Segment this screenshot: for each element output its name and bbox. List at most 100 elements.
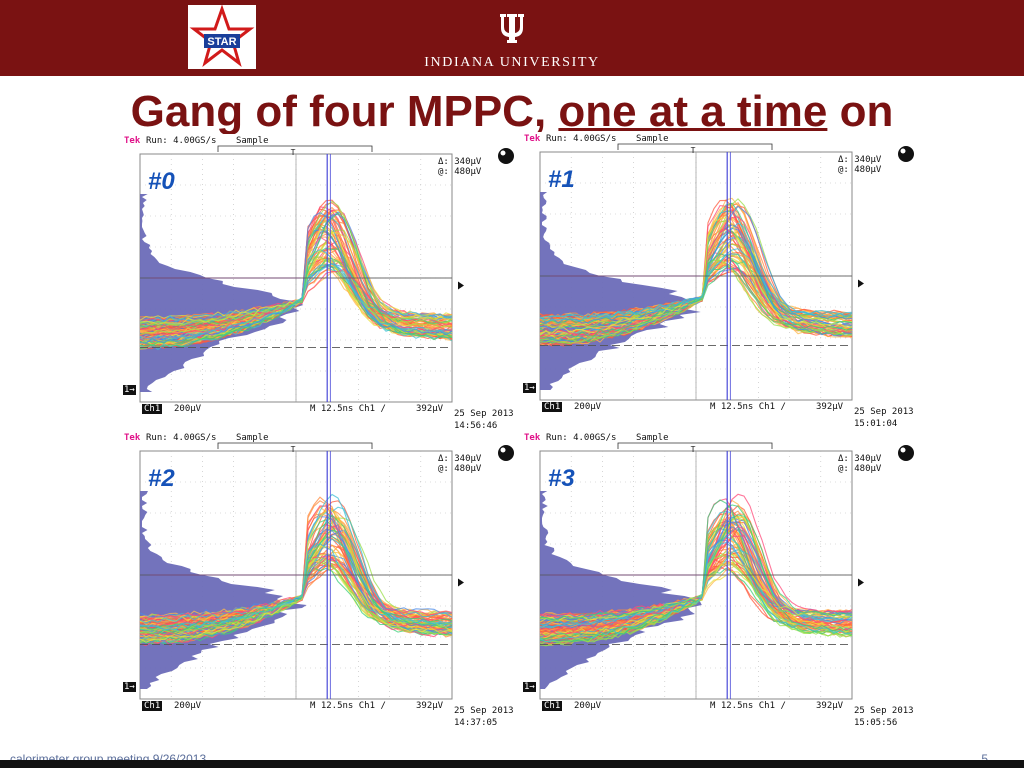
trigger-pointer-icon xyxy=(896,144,916,164)
panel-label: #2 xyxy=(148,465,175,492)
cursor-at: @: 480μV xyxy=(838,165,882,175)
scope-mode: Sample xyxy=(236,136,269,146)
cursor-delta: Δ: 340μV xyxy=(838,454,882,464)
waveform-trace xyxy=(139,543,453,631)
header-band: STAR INDIANA UNIVERSITY xyxy=(0,0,1024,76)
capture-date: 25 Sep 2013 xyxy=(854,706,914,716)
ground-marker: 1→ xyxy=(123,682,136,692)
waveform-trace xyxy=(139,248,453,323)
trigger-pointer-icon xyxy=(496,443,516,463)
panel-label: #1 xyxy=(548,166,575,193)
star-logo-text: STAR xyxy=(207,36,236,48)
record-bracket xyxy=(217,442,373,449)
waveform-trace xyxy=(539,253,853,341)
cursor-readout: Δ: 340μV @: 480μV xyxy=(438,157,481,177)
waveform-trace xyxy=(139,263,453,341)
trigger-level: 392μV xyxy=(816,701,844,711)
record-bracket xyxy=(617,442,773,449)
capture-date: 25 Sep 2013 xyxy=(454,409,514,419)
scope-footer: Ch1 200μV M 12.5ns Ch1 ∕ 392μV 25 Sep 20… xyxy=(122,401,524,431)
waveform-trace xyxy=(539,541,853,643)
capture-date: 25 Sep 2013 xyxy=(454,706,514,716)
ground-marker: 1→ xyxy=(523,383,536,393)
panel-label: #0 xyxy=(148,168,175,195)
cursor-delta: Δ: 340μV xyxy=(438,157,482,167)
scope-run-rate: Run: 4.00GS/s xyxy=(146,433,217,443)
scope-mode: Sample xyxy=(636,433,669,443)
waveform-trace xyxy=(139,231,453,325)
channel-badge: Ch1 xyxy=(142,404,163,414)
trigger-pointer-icon xyxy=(896,443,916,463)
cursor-at: @: 480μV xyxy=(438,464,482,474)
scope-run-rate: Run: 4.00GS/s xyxy=(546,433,617,443)
star-logo: STAR xyxy=(188,5,256,69)
vertical-scale: 200μV xyxy=(174,404,202,414)
scope-run-rate: Run: 4.00GS/s xyxy=(146,136,217,146)
scope-panel-3: Tek Run: 4.00GS/s Sample T #3 Δ: 340μV @… xyxy=(522,431,924,729)
scope-panel-2: Tek Run: 4.00GS/s Sample T #2 Δ: 340μV @… xyxy=(122,431,524,729)
timebase: M 12.5ns Ch1 ∕ xyxy=(710,701,786,711)
waveform-trace xyxy=(139,510,453,643)
title-part3: on xyxy=(827,87,894,136)
scope-run-rate: Run: 4.00GS/s xyxy=(546,134,617,144)
vertical-scale: 200μV xyxy=(174,701,202,711)
waveform-trace xyxy=(539,555,853,622)
vertical-scale: 200μV xyxy=(574,402,602,412)
waveform-display: T xyxy=(539,442,864,700)
waveform-trace xyxy=(539,248,853,320)
cursor-readout: Δ: 340μV @: 480μV xyxy=(838,454,881,474)
ground-marker: 1→ xyxy=(523,682,536,692)
cursor-delta: Δ: 340μV xyxy=(438,454,482,464)
page-number: 5 xyxy=(981,752,988,766)
university-name: INDIANA UNIVERSITY xyxy=(424,55,600,70)
trigger-position-marker: T xyxy=(691,146,696,155)
waveform-trace xyxy=(139,212,453,350)
record-bracket xyxy=(217,145,373,152)
channel-badge: Ch1 xyxy=(142,701,163,711)
capture-date: 25 Sep 2013 xyxy=(854,407,914,417)
timebase: M 12.5ns Ch1 ∕ xyxy=(310,701,386,711)
timebase: M 12.5ns Ch1 ∕ xyxy=(710,402,786,412)
trigger-position-marker: T xyxy=(291,445,296,454)
waveform-trace xyxy=(139,536,453,630)
scope-footer: Ch1 200μV M 12.5ns Ch1 ∕ 392μV 25 Sep 20… xyxy=(122,698,524,728)
waveform-display: T xyxy=(139,145,464,403)
scope-panel-0: Tek Run: 4.00GS/s Sample T #0 Δ: 340μV @… xyxy=(122,134,524,432)
cursor-readout: Δ: 340μV @: 480μV xyxy=(838,155,881,175)
scope-brand: Tek xyxy=(124,136,141,146)
trigger-arrow-icon xyxy=(458,578,464,587)
cursor-at: @: 480μV xyxy=(838,464,882,474)
scope-mode: Sample xyxy=(236,433,269,443)
scope-panel-1: Tek Run: 4.00GS/s Sample T #1 Δ: 340μV @… xyxy=(522,132,924,430)
trigger-arrow-icon xyxy=(458,281,464,290)
capture-time: 15:05:56 xyxy=(854,718,898,728)
bottom-strip xyxy=(0,760,1024,768)
capture-time: 15:01:04 xyxy=(854,419,898,429)
channel-badge: Ch1 xyxy=(542,701,563,711)
trigger-arrow-icon xyxy=(858,279,864,288)
ground-marker: 1→ xyxy=(123,385,136,395)
slide-title: Gang of four MPPC, one at a time on xyxy=(0,86,1024,138)
star-logo-icon: STAR xyxy=(189,5,255,67)
panel-label: #3 xyxy=(548,465,575,492)
trigger-position-marker: T xyxy=(291,148,296,157)
waveform-trace xyxy=(139,556,453,634)
scope-footer: Ch1 200μV M 12.5ns Ch1 ∕ 392μV 25 Sep 20… xyxy=(522,698,924,728)
scope-mode: Sample xyxy=(636,134,669,144)
scope-brand: Tek xyxy=(524,134,541,144)
vertical-scale: 200μV xyxy=(574,701,602,711)
trigger-level: 392μV xyxy=(416,404,444,414)
cursor-readout: Δ: 340μV @: 480μV xyxy=(438,454,481,474)
scope-brand: Tek xyxy=(524,433,541,443)
trigger-level: 392μV xyxy=(416,701,444,711)
waveform-trace xyxy=(539,517,853,647)
waveform-trace xyxy=(539,514,853,621)
iu-trident-icon xyxy=(495,8,529,46)
trigger-pointer-icon xyxy=(496,146,516,166)
capture-time: 14:37:05 xyxy=(454,718,498,728)
trigger-level: 392μV xyxy=(816,402,844,412)
timebase: M 12.5ns Ch1 ∕ xyxy=(310,404,386,414)
record-bracket xyxy=(617,143,773,150)
trigger-arrow-icon xyxy=(858,578,864,587)
waveform-display: T xyxy=(539,143,864,401)
